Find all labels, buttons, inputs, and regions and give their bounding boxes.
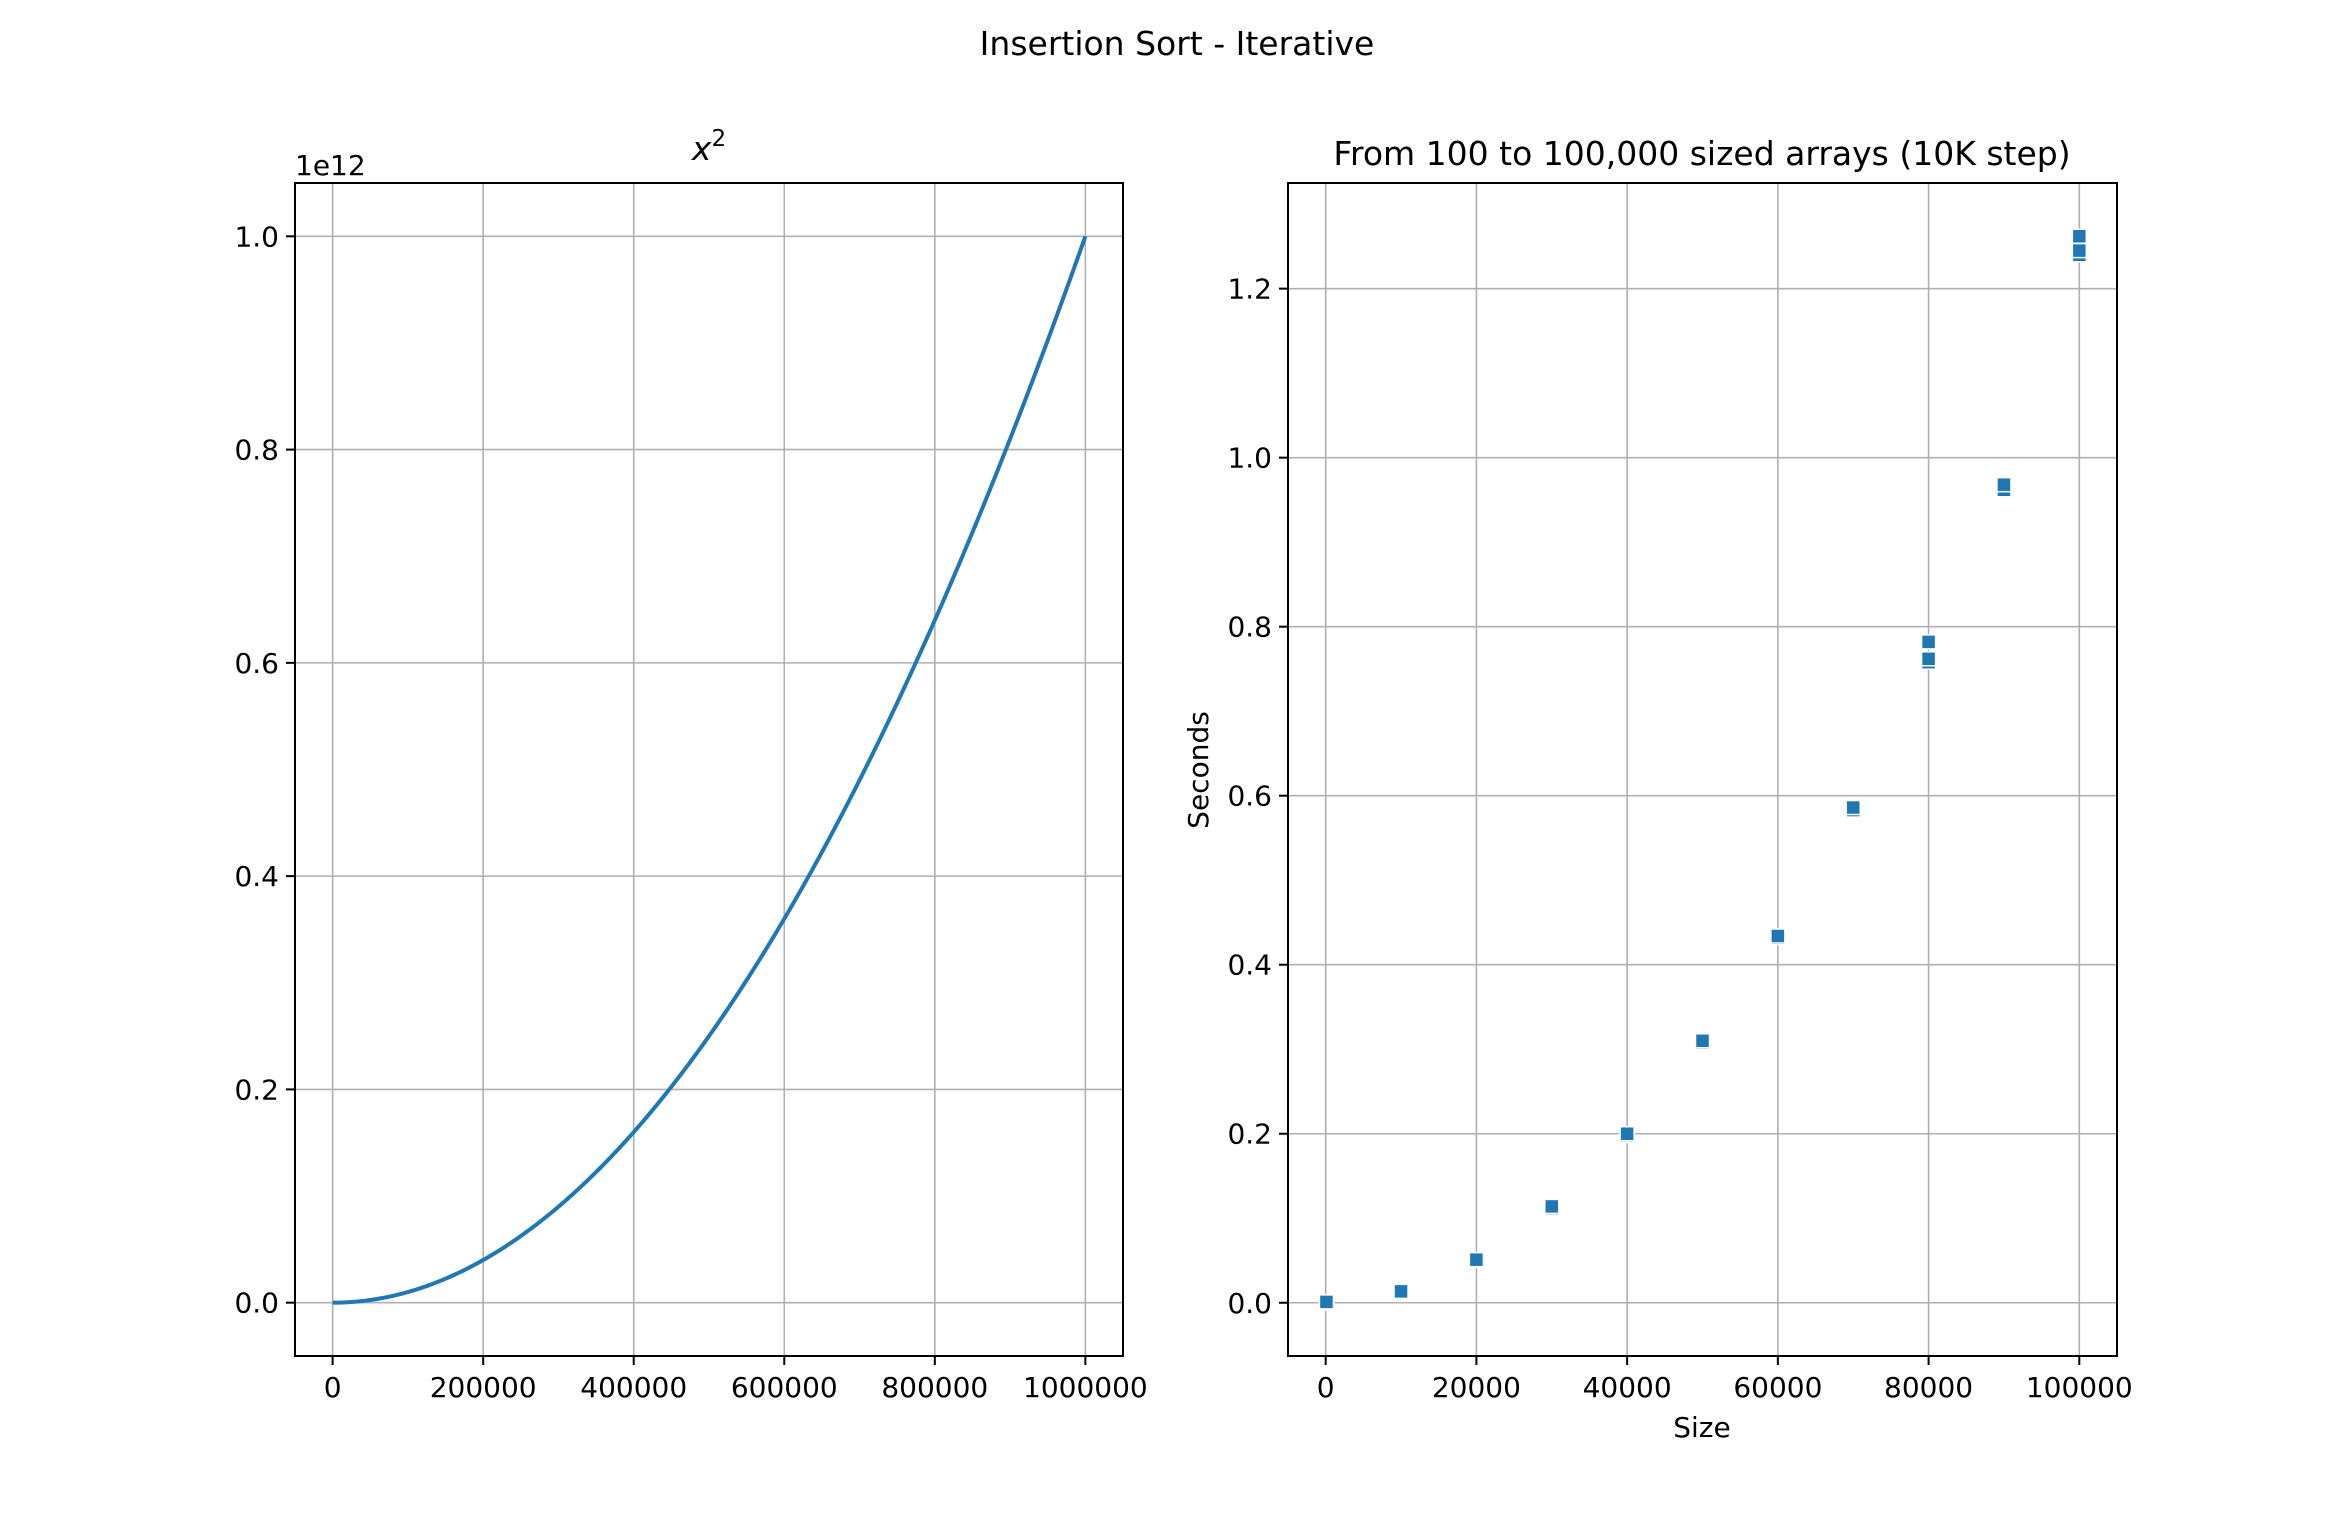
- left-plot-area: [332, 235, 1088, 1305]
- timing-point: [1694, 1033, 1711, 1049]
- left-y-tick-label: 0.2: [234, 1073, 279, 1106]
- left-grid: [295, 183, 1123, 1356]
- right-plot-area: [1318, 228, 2088, 1311]
- right-y-tick-label: 1.2: [1227, 273, 1272, 306]
- x-squared-line: [332, 235, 1088, 1305]
- right-x-tick-label: 80000: [1884, 1371, 1973, 1404]
- timing-point: [1393, 1283, 1409, 1300]
- right-x-tick-label: 40000: [1583, 1371, 1672, 1404]
- right-y-tick-label: 0.6: [1227, 780, 1272, 813]
- timing-point: [2071, 242, 2088, 259]
- right-ticks: 0 20000 40000 60000 80000 100000 0.0 0.2 0.4 0.6 0…: [1227, 273, 2132, 1404]
- timing-point: [1845, 799, 1861, 816]
- right-y-tick-label: 0.0: [1227, 1287, 1272, 1320]
- right-grid: [1288, 183, 2117, 1356]
- left-y-tick-label: 0.0: [234, 1287, 279, 1320]
- right-x-tick-label: 60000: [1733, 1371, 1822, 1404]
- right-axes-frame: [1287, 182, 2118, 1357]
- right-y-tick-label: 0.4: [1227, 949, 1272, 982]
- right-subplot-title: From 100 to 100,000 sized arrays (10K st…: [1333, 134, 2070, 173]
- left-offset-label: 1e12: [295, 149, 366, 182]
- timing-point: [2071, 228, 2088, 244]
- right-y-tick-label: 0.2: [1227, 1118, 1272, 1151]
- timing-point: [1619, 1125, 1635, 1142]
- right-x-axis-label: Size: [1673, 1411, 1730, 1444]
- left-y-tick-label: 0.6: [234, 647, 279, 680]
- left-y-tick-label: 1.0: [234, 220, 279, 253]
- left-x-tick-label: 1000000: [1023, 1371, 1148, 1404]
- timing-point: [1468, 1251, 1485, 1268]
- right-y-axis-label: Seconds: [1182, 711, 1215, 829]
- left-y-tick-label: 0.4: [234, 860, 279, 893]
- right-y-tick-label: 1.0: [1227, 442, 1272, 475]
- timing-point: [1544, 1198, 1560, 1215]
- left-x-tick-label: 600000: [731, 1371, 838, 1404]
- right-x-tick-label: 20000: [1432, 1371, 1521, 1404]
- left-x-tick-label: 800000: [881, 1371, 988, 1404]
- timing-point: [1770, 928, 1786, 944]
- timing-point: [1920, 634, 1937, 650]
- left-axes-frame: [294, 182, 1124, 1357]
- left-ticks: 0 200000 400000 600000 800000 1000000 0.0 0.2 0.…: [234, 220, 1147, 1404]
- left-subplot-title: x2: [691, 126, 726, 168]
- left-y-tick-label: 0.8: [234, 434, 279, 467]
- left-x-tick-label: 400000: [580, 1371, 687, 1404]
- left-subplot: 0 200000 400000 600000 800000 1000000 0.0 0.2 0.…: [234, 126, 1147, 1404]
- left-x-tick-label: 0: [324, 1371, 342, 1404]
- timing-point: [1318, 1294, 1335, 1310]
- right-y-tick-label: 0.8: [1227, 611, 1272, 644]
- left-x-tick-label: 200000: [430, 1371, 537, 1404]
- timing-point: [1996, 476, 2012, 493]
- right-x-tick-label: 0: [1317, 1371, 1335, 1404]
- right-x-tick-label: 100000: [2026, 1371, 2133, 1404]
- figure-suptitle: Insertion Sort - Iterative: [980, 24, 1375, 63]
- timing-point: [1920, 651, 1937, 667]
- right-subplot: 0 20000 40000 60000 80000 100000 0.0 0.2 0.4 0.6 0…: [1182, 134, 2133, 1444]
